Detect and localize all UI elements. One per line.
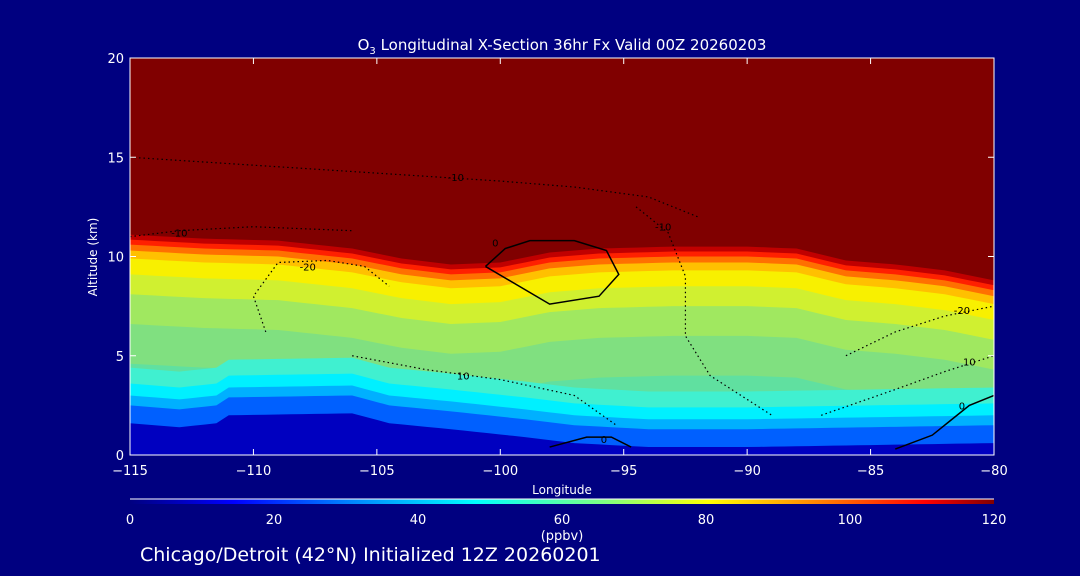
y-tick-label: 5 [116,350,124,365]
contour-line [130,226,353,238]
contour-line [352,355,617,426]
contour-line [845,305,994,357]
contour-label: 0 [601,435,607,446]
ozone-band [130,413,994,455]
colorbar-tick-label: 60 [554,513,571,528]
y-tick-label: 0 [116,449,124,464]
axes: −115 −110 −105 −100 −95 −90 −85 −80 0 5 10 15 20 [107,52,1007,479]
contour-label: -20 [954,306,970,317]
colorbar-tick-label: 100 [838,513,863,528]
contour-line [252,259,390,333]
colorbar-ticks: 0 20 40 60 80 100 120 [126,513,1007,528]
plot-area: 0 -10 -10 -20 -10 10 -20 10 0 0 [130,58,994,455]
contour-line [484,239,620,305]
x-tick-label: −105 [359,464,395,479]
contour-label: 0 [959,401,965,412]
contour-line [821,355,994,416]
colorbar-tick-label: 40 [410,513,427,528]
x-tick-label: −110 [236,464,272,479]
colorbar-tick-label: 80 [698,513,715,528]
contour-label: -10 [171,229,187,240]
x-tick-label: −85 [857,464,884,479]
x-tick-label: −80 [980,464,1007,479]
x-tick-label: −95 [610,464,637,479]
contour-label: -10 [448,173,464,184]
contour-label: 0 [492,239,498,250]
x-tick-label: −100 [482,464,518,479]
y-tick-label: 10 [107,251,124,266]
colorbar-tick-label: 120 [982,513,1007,528]
contour-line [635,206,773,416]
contour-line [894,394,994,450]
colorbar [130,499,994,504]
contour-label: -20 [300,262,316,273]
x-tick-label: −115 [112,464,148,479]
x-axis-label: Longitude [532,483,592,497]
contour-label: 10 [457,372,470,383]
y-axis-label: Altitude (km) [86,218,100,297]
x-tick-label: −90 [733,464,760,479]
colorbar-tick-label: 20 [266,513,283,528]
y-tick-label: 20 [107,52,124,67]
chart-title: O3 Longitudinal X-Section 36hr Fx Valid … [358,36,767,57]
footer-caption: Chicago/Detroit (42°N) Initialized 12Z 2… [140,544,601,566]
contour-line [549,436,632,448]
colorbar-tick-label: 0 [126,513,134,528]
contour-label: -10 [655,223,671,234]
colorbar-label: (ppbv) [541,529,584,544]
y-tick-label: 15 [107,151,124,166]
contour-label: 10 [963,358,976,369]
